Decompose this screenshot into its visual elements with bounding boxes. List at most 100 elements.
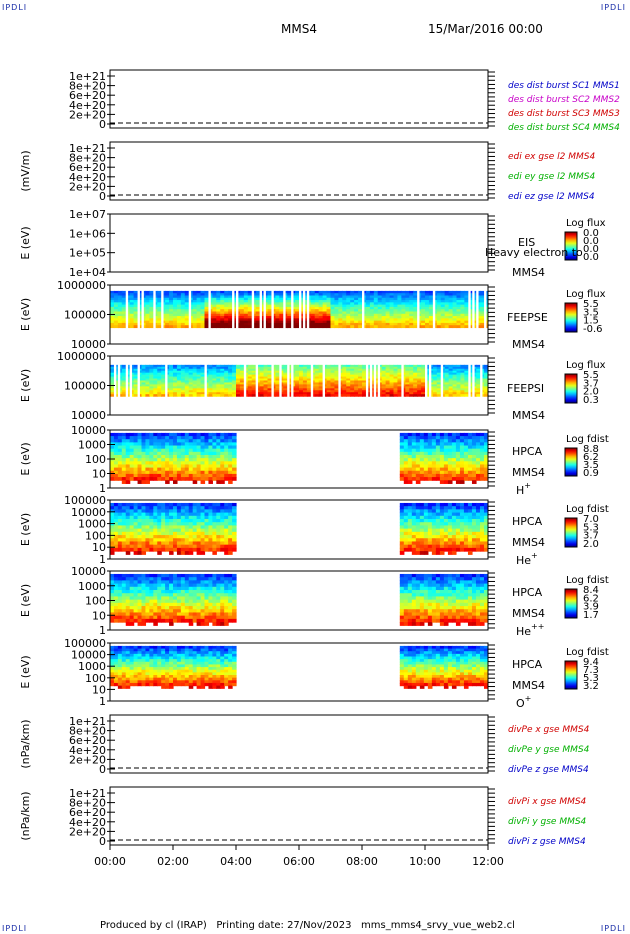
y-axis-title: E (eV) bbox=[19, 369, 32, 402]
legend-entry: edi ey gse l2 MMS4 bbox=[508, 172, 595, 182]
ytick-label: 4e+20 bbox=[69, 816, 106, 829]
colorbar-title: Log flux bbox=[566, 218, 606, 229]
y-axis-title: (mV/m) bbox=[19, 150, 32, 191]
ytick-label: 1 bbox=[99, 624, 106, 637]
spacecraft-title: MMS4 bbox=[281, 22, 317, 36]
ytick-label: 0 bbox=[99, 835, 106, 848]
panel-9 bbox=[107, 642, 578, 702]
legend-entry: divPe x gse MMS4 bbox=[508, 725, 590, 735]
colorbar-tick-label: 1.7 bbox=[583, 610, 599, 621]
legend-entry: des dist burst SC4 MMS4 bbox=[508, 123, 620, 133]
spacecraft-label: MMS4 bbox=[512, 536, 545, 549]
ytick-label: 10000 bbox=[71, 409, 106, 422]
ytick-label: 2e+20 bbox=[69, 753, 106, 766]
ytick-label: 0 bbox=[99, 190, 106, 203]
colorbar-tick-label: 0.0 bbox=[583, 236, 599, 247]
ytick-label: 8e+20 bbox=[69, 80, 106, 93]
legend-entry: des dist burst SC2 MMS2 bbox=[508, 95, 620, 105]
colorbar-tick-label: 3.2 bbox=[583, 681, 599, 692]
ytick-label: 100 bbox=[85, 672, 106, 685]
ytick-label: 1 bbox=[99, 553, 106, 566]
ytick-label: 4e+20 bbox=[69, 744, 106, 757]
colorbar bbox=[564, 447, 578, 477]
panel-8 bbox=[107, 570, 578, 631]
colorbar-tick-label: 0.0 bbox=[583, 244, 599, 255]
panel-6 bbox=[107, 429, 578, 489]
colorbar bbox=[564, 588, 578, 619]
legend-entry: des dist burst SC3 MMS3 bbox=[508, 109, 620, 119]
ytick-label: 100000 bbox=[64, 380, 106, 393]
ytick-label: 1e+07 bbox=[69, 208, 106, 221]
colorbar-tick-label: 6.2 bbox=[583, 593, 599, 604]
ytick-label: 1e+21 bbox=[69, 142, 106, 155]
ytick-label: 2e+20 bbox=[69, 825, 106, 838]
colorbar-tick-label: 5.3 bbox=[583, 522, 599, 533]
spectrogram-6 bbox=[110, 432, 488, 484]
ytick-label: 10000 bbox=[71, 424, 106, 437]
ytick-label: 1e+21 bbox=[69, 70, 106, 83]
legend-entry: edi ex gse l2 MMS4 bbox=[508, 152, 595, 162]
colorbar-tick-label: 3.9 bbox=[583, 602, 599, 613]
colorbar bbox=[564, 231, 578, 261]
ytick-label: 1e+21 bbox=[69, 715, 106, 728]
legend-entry: des dist burst SC1 MMS1 bbox=[508, 81, 620, 91]
colorbar-tick-label: 8.8 bbox=[583, 444, 599, 455]
ytick-label: 10 bbox=[92, 541, 106, 554]
species-label: He++ bbox=[516, 622, 544, 638]
colorbar-title: Log flux bbox=[566, 289, 606, 300]
colorbar bbox=[564, 373, 578, 404]
corner-label-bottom-left: IPDLI bbox=[2, 924, 28, 933]
panel-7 bbox=[107, 499, 578, 560]
panel-2 bbox=[107, 141, 495, 201]
time-tick-label: 10:00 bbox=[409, 855, 441, 868]
y-axis-title: E (eV) bbox=[19, 655, 32, 688]
ytick-label: 8e+20 bbox=[69, 152, 106, 165]
ytick-label: 4e+20 bbox=[69, 99, 106, 112]
spectrogram-5 bbox=[110, 356, 488, 415]
spacecraft-label: MMS4 bbox=[512, 266, 545, 279]
ytick-label: 0 bbox=[99, 763, 106, 776]
ytick-label: 10000 bbox=[71, 506, 106, 519]
ytick-label: 6e+20 bbox=[69, 806, 106, 819]
legend-entry: divPe y gse MMS4 bbox=[508, 745, 590, 755]
colorbar-tick-label: 7.3 bbox=[583, 665, 599, 676]
colorbar-tick-label: 1.5 bbox=[583, 316, 599, 327]
instrument-label: FEEPSI bbox=[507, 382, 544, 395]
spacecraft-label: MMS4 bbox=[512, 409, 545, 422]
legend-entry: divPi z gse MMS4 bbox=[508, 837, 586, 847]
colorbar-tick-label: 0.3 bbox=[583, 395, 599, 406]
ytick-label: 8e+20 bbox=[69, 725, 106, 738]
colorbar-tick-label: 3.5 bbox=[583, 460, 599, 471]
ytick-label: 1e+05 bbox=[69, 247, 106, 260]
spectrogram-9 bbox=[110, 645, 488, 689]
ytick-label: 100 bbox=[85, 529, 106, 542]
panel-10 bbox=[107, 714, 495, 774]
species-label: O+ bbox=[516, 694, 531, 710]
ytick-label: 10 bbox=[92, 468, 106, 481]
ytick-label: 1000 bbox=[78, 580, 106, 593]
ytick-label: 10000 bbox=[71, 338, 106, 351]
ytick-label: 1e+21 bbox=[69, 787, 106, 800]
y-axis-title: E (eV) bbox=[19, 584, 32, 617]
ytick-label: 100000 bbox=[64, 494, 106, 507]
colorbar-tick-label: 6.2 bbox=[583, 452, 599, 463]
y-axis-title: (nPa/km) bbox=[19, 791, 32, 840]
ytick-label: 10000 bbox=[71, 565, 106, 578]
ytick-label: 6e+20 bbox=[69, 734, 106, 747]
instrument-label: FEEPSE bbox=[507, 311, 548, 324]
ytick-label: 4e+20 bbox=[69, 171, 106, 184]
panel-1 bbox=[107, 69, 495, 129]
legend-entry: divPi x gse MMS4 bbox=[508, 797, 587, 807]
spectrogram-7 bbox=[110, 502, 488, 555]
instrument-label: HPCA bbox=[512, 445, 543, 458]
instrument-label: HPCA bbox=[512, 658, 543, 671]
ytick-label: 6e+20 bbox=[69, 161, 106, 174]
colorbar-tick-label: 0.9 bbox=[583, 468, 599, 479]
colorbar-tick-label: 0.0 bbox=[583, 252, 599, 263]
colorbar-title: Log fdist bbox=[566, 647, 609, 658]
y-axis-title: E (eV) bbox=[19, 298, 32, 331]
ytick-label: 1 bbox=[99, 482, 106, 495]
legend-entry: divPi y gse MMS4 bbox=[508, 817, 587, 827]
colorbar-tick-label: 5.5 bbox=[583, 299, 599, 310]
